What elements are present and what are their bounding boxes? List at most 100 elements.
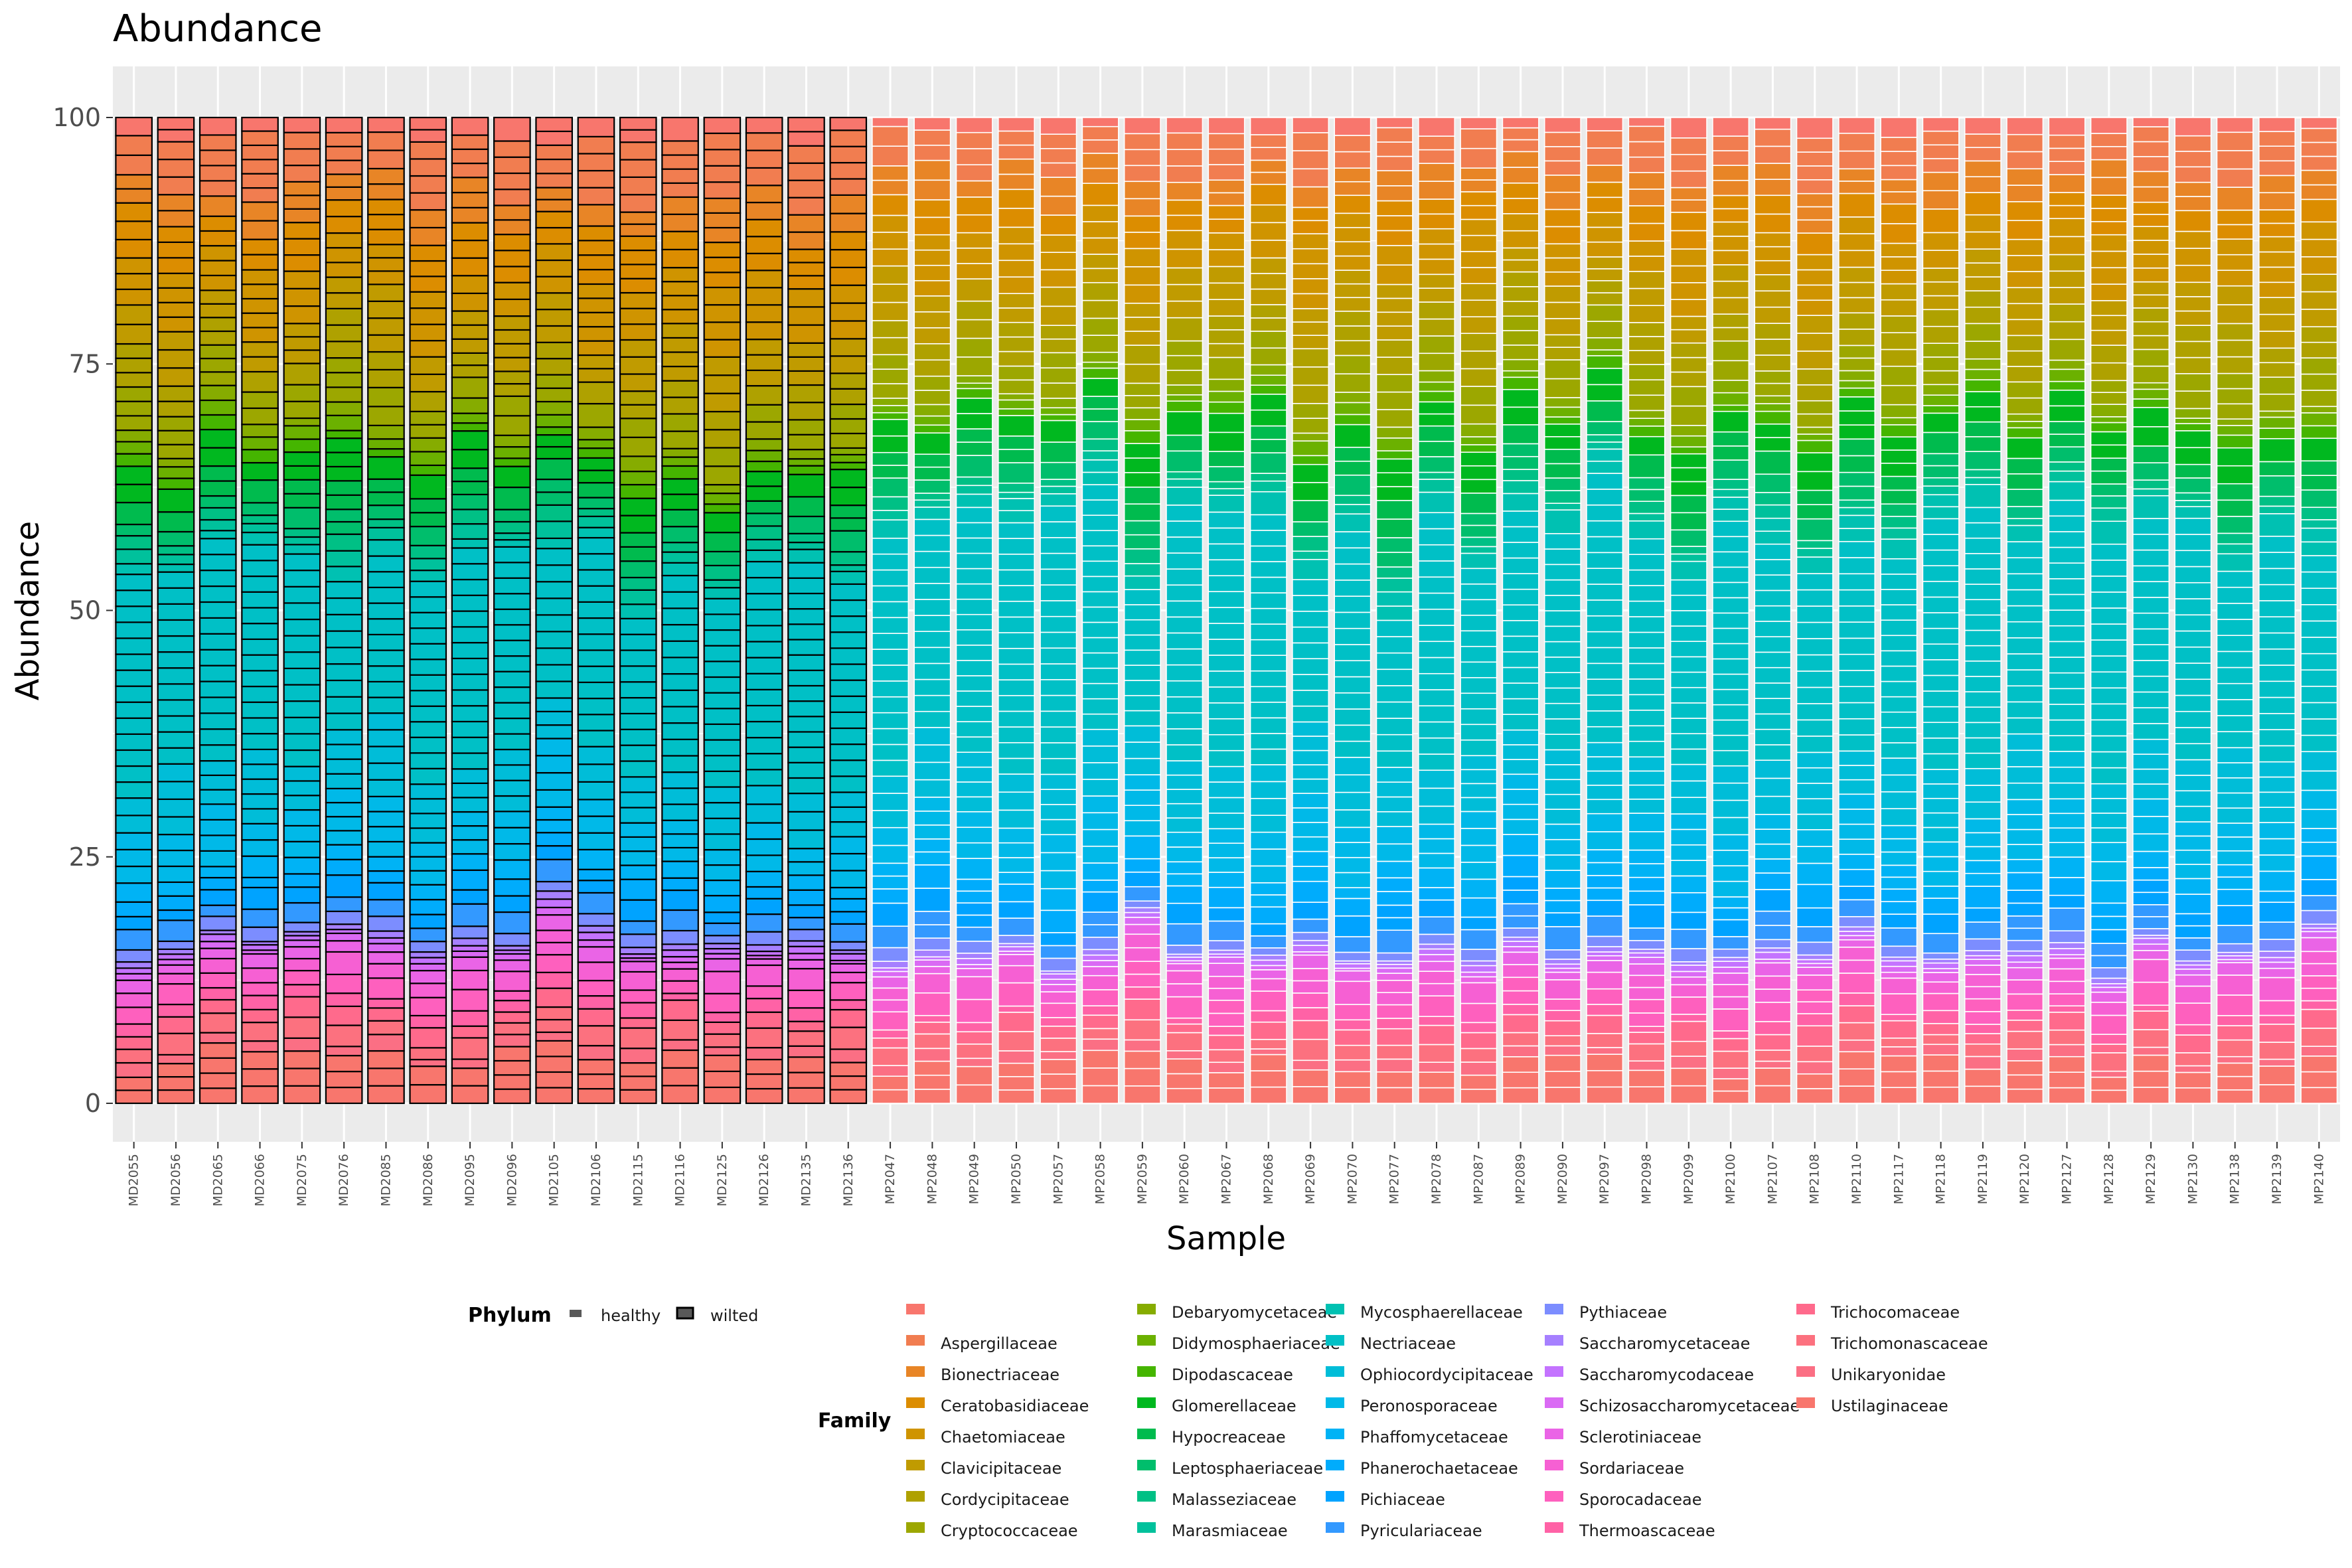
bar-segment [787,541,825,550]
bar-segment [1880,876,1918,890]
bar-segment [2090,416,2128,424]
bar-segment [2090,380,2128,393]
bar-segment [2300,425,2338,439]
bar-segment [1964,477,2001,485]
bar-segment [1375,1018,1413,1030]
bar-segment [198,495,237,509]
bar-segment [1670,928,1707,949]
x-tick-label: MP2060 [1177,1154,1192,1204]
bar-segment [1543,854,1581,871]
bar-segment [2132,738,2170,755]
bar-segment [872,1065,909,1077]
bar-segment [913,599,951,616]
bar-segment [577,402,615,428]
bar-segment [198,986,237,1001]
x-tick-label: MP2140 [2312,1154,2326,1204]
bar-segment [1334,325,1372,342]
bar-segment [955,958,993,965]
bar-segment [409,464,447,476]
bar-segment [1796,400,1834,415]
bar-segment [409,690,447,707]
bar-segment [409,813,447,829]
bar-segment [493,219,531,236]
bar-segment [1922,325,1960,344]
bar-segment [829,129,868,147]
bar-segment [325,247,363,264]
bar-segment [2258,1024,2296,1043]
bar-segment [1796,540,1834,549]
bar-segment [661,396,699,415]
bar-segment [661,657,699,675]
bar-segment [1796,471,1834,491]
bar-segment [325,480,363,496]
x-tick-label: MP2107 [1765,1154,1780,1204]
bar-segment [829,266,868,286]
bar-segment [2090,983,2128,988]
bar-segment [2132,495,2170,519]
bar-segment [1460,692,1498,710]
bar-segment [1502,167,1539,184]
bar-segment [2132,488,2170,497]
bar-segment [577,848,615,870]
bar-segment [1796,783,1834,800]
bar-segment [1754,1067,1792,1087]
bar-MP2128 [2090,117,2128,1104]
bar-segment [1249,171,1287,185]
bar-segment [955,568,993,585]
bar-segment [1543,359,1581,380]
bar-segment [1796,846,1834,864]
bar-segment [703,597,742,615]
chart-title: Abundance [113,7,322,50]
bar-segment [1460,645,1498,663]
bar-segment [1334,255,1372,271]
bar-segment [1754,354,1792,372]
bar-segment [1040,382,1077,399]
bar-segment [1586,536,1624,554]
bar-segment [1081,891,1119,913]
bar-segment [2258,838,2296,856]
bar-segment [2090,329,2128,346]
bar-segment [1123,820,1161,837]
bar-segment [451,950,489,958]
bar-segment [2006,955,2044,963]
bar-segment [2006,844,2044,860]
bar-segment [872,1011,909,1031]
bar-segment [367,131,405,151]
bar-segment [997,757,1036,775]
bar-segment [745,964,783,987]
bar-segment [1081,960,1119,967]
bar-segment [115,1036,153,1050]
bar-segment [1670,446,1707,455]
bar-segment [913,851,951,866]
bar-segment [1208,299,1245,317]
bar-segment [619,1075,657,1091]
bar-segment [703,374,742,394]
bar-segment [1880,242,1918,258]
bar-segment [325,1055,363,1073]
bar-segment [1040,441,1077,463]
bar-segment [577,482,615,499]
bar-segment [1838,514,1876,529]
bar-segment [1292,220,1330,234]
bar-segment [2174,423,2212,431]
bar-segment [1292,418,1330,434]
bar-segment [2300,437,2338,462]
bar-segment [1040,973,1077,980]
bar-segment [2006,524,2044,542]
bar-segment [1460,251,1498,268]
bar-segment [1796,963,1834,968]
bar-segment [1964,147,2001,162]
bar-segment [1123,871,1161,888]
bar-segment [1964,1011,2001,1025]
bar-segment [1712,704,1750,721]
bar-segment [367,1067,405,1087]
bar-segment [913,415,951,426]
bar-segment [367,448,405,458]
bar-segment [2090,267,2128,285]
bar-segment [493,779,531,797]
bar-segment [535,890,573,900]
bar-segment [661,323,699,339]
bar-segment [1123,835,1161,860]
bar-segment [1081,591,1119,608]
bar-segment [787,458,825,467]
